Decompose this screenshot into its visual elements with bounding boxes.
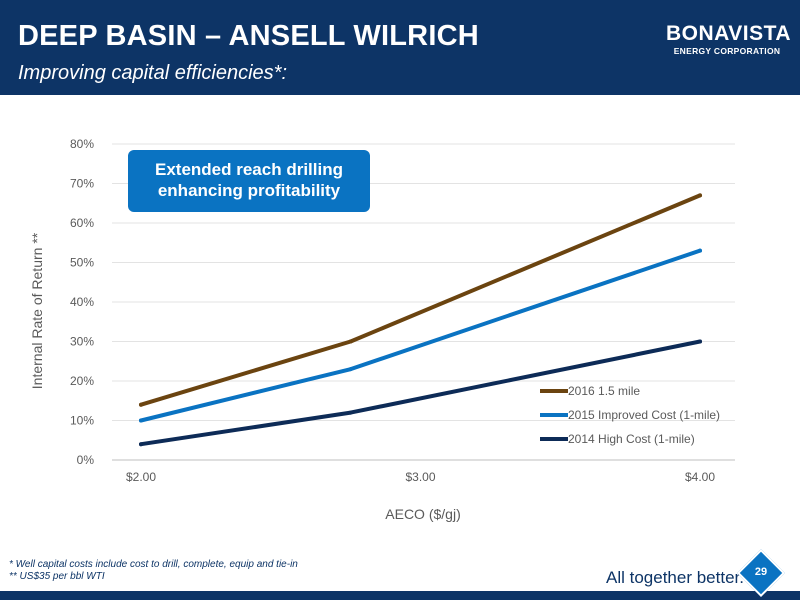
footnotes: * Well capital costs include cost to dri… [9, 559, 298, 583]
legend-label: 2016 1.5 mile [568, 384, 640, 398]
series-2-point [698, 248, 702, 253]
y-tick-label: 20% [70, 374, 94, 388]
footer-bar [0, 591, 800, 600]
header-bar: DEEP BASIN – ANSELL WILRICH Improving ca… [0, 0, 800, 95]
x-tick-label: $3.00 [405, 470, 435, 484]
series-1-point [139, 402, 143, 407]
series-2-point [348, 367, 353, 372]
series-1-point [348, 339, 353, 344]
page-number: 29 [754, 566, 768, 578]
chart-legend: 2016 1.5 mile 2015 Improved Cost (1-mile)… [540, 384, 720, 446]
footer-tagline: All together better.® [606, 568, 750, 588]
chart-axes: 0% 10% 20% 30% 40% 50% 60% 70% 80% $2.00 $3.00 $4.0… [29, 137, 715, 522]
y-tick-label: 0% [77, 453, 95, 467]
y-tick-label: 10% [70, 414, 94, 428]
chart-series [139, 193, 702, 447]
y-tick-label: 30% [70, 335, 94, 349]
legend-label: 2015 Improved Cost (1-mile) [568, 408, 720, 422]
series-1-point [698, 193, 702, 198]
tagline-text: All together better. [606, 568, 744, 587]
x-tick-label: $2.00 [126, 470, 156, 484]
y-tick-label: 40% [70, 295, 94, 309]
x-tick-label: $4.00 [685, 470, 715, 484]
y-tick-label: 80% [70, 137, 94, 151]
y-tick-label: 70% [70, 177, 94, 191]
legend-label: 2014 High Cost (1-mile) [568, 432, 695, 446]
slide-title: DEEP BASIN – ANSELL WILRICH [18, 20, 479, 52]
logo-subtitle: ENERGY CORPORATION [673, 46, 781, 56]
series-3-point [698, 339, 702, 344]
company-logo: BONAVISTA ENERGY CORPORATION [666, 22, 792, 56]
slide-subtitle: Improving capital efficiencies*: [18, 62, 288, 84]
footnote-2: ** US$35 per bbl WTI [9, 571, 105, 582]
callout-box: Extended reach drilling enhancing profit… [128, 150, 370, 212]
irr-line-chart: 0% 10% 20% 30% 40% 50% 60% 70% 80% $2.00 $3.00 $4.0… [29, 137, 735, 522]
y-tick-label: 60% [70, 216, 94, 230]
series-line-1 [139, 193, 702, 407]
callout-line-2: enhancing profitability [157, 181, 341, 200]
series-3-point [348, 410, 353, 415]
series-2-point [139, 418, 143, 423]
y-tick-label: 50% [70, 256, 94, 270]
series-3-point [139, 442, 143, 447]
footnote-1: * Well capital costs include cost to dri… [9, 559, 298, 570]
x-axis-title: AECO ($/gj) [385, 506, 460, 522]
y-axis-title: Internal Rate of Return ** [29, 232, 45, 389]
logo-wordmark: BONAVISTA [666, 22, 792, 45]
callout-line-1: Extended reach drilling [155, 160, 343, 179]
